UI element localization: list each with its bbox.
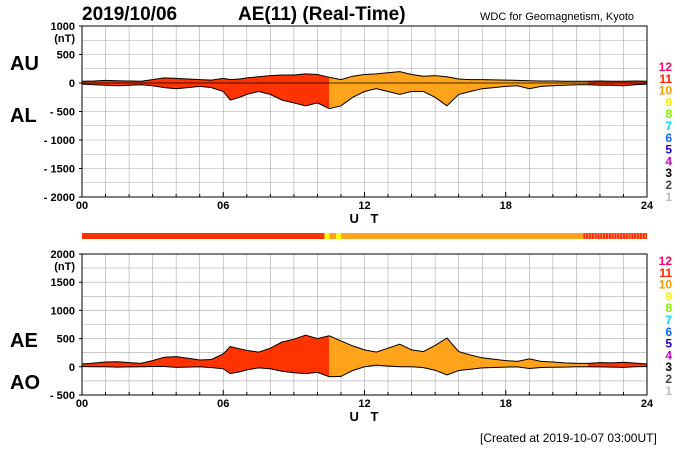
activity-level-10: 10 <box>659 278 673 292</box>
y-tick-label: 1000 <box>51 21 75 33</box>
y-tick-label: 0 <box>69 78 75 90</box>
label-ae: AE <box>10 330 38 352</box>
activity-level-4: 4 <box>665 348 672 362</box>
au-al-fill-segment <box>223 78 231 101</box>
activity-level-9: 9 <box>665 289 672 303</box>
x-axis-label: U T <box>350 211 383 226</box>
activity-level-4: 4 <box>665 154 672 168</box>
ae-ao-fill-segment <box>328 335 342 377</box>
activity-level-6: 6 <box>665 325 672 339</box>
activity-bar-segment <box>329 233 337 239</box>
ae-ao-fill-segment <box>423 344 436 371</box>
y-tick-label: - 500 <box>50 107 75 119</box>
y-unit-label: (nT) <box>54 33 75 45</box>
activity-level-11: 11 <box>659 266 672 280</box>
ae-ao-fill-segment <box>164 356 177 368</box>
plot-date: 2019/10/06 <box>82 4 178 25</box>
x-axis-label: U T <box>350 409 383 424</box>
activity-level-6: 6 <box>665 131 672 145</box>
label-ao: AO <box>10 372 40 394</box>
ae-ao-fill-segment <box>281 338 295 373</box>
activity-bar-segment <box>82 233 325 239</box>
x-tick-label: 12 <box>358 200 370 212</box>
ae-ao-fill-segment <box>199 359 212 368</box>
series-ae-line <box>81 334 648 365</box>
x-tick-label: 24 <box>641 200 654 212</box>
ae-ao-fill-segment <box>211 353 224 370</box>
ae-ao-fill-segment <box>364 349 377 368</box>
activity-level-12: 12 <box>659 254 673 268</box>
y-tick-label: 0 <box>69 362 75 374</box>
activity-bar-segment <box>583 233 647 239</box>
au-al-fill-segment <box>281 74 295 104</box>
activity-level-1: 1 <box>665 384 672 398</box>
x-tick-label: 06 <box>217 200 229 212</box>
ae-ao-fill-segment <box>576 363 589 368</box>
activity-level-1: 1 <box>665 190 672 204</box>
ae-ao-fill-segment <box>305 334 318 374</box>
au-al-fill-segment <box>175 78 189 89</box>
activity-level-2: 2 <box>665 178 672 192</box>
series-ao-line <box>81 364 648 378</box>
au-al-fill-segment <box>305 73 318 107</box>
series-al-line <box>81 83 648 110</box>
x-tick-label: 12 <box>358 398 370 410</box>
ae-ao-fill-segment <box>246 350 259 371</box>
activity-level-9: 9 <box>665 95 672 109</box>
au-al-fill-segment <box>230 78 240 101</box>
activity-level-5: 5 <box>665 143 672 157</box>
ae-ao-fill-segment <box>376 347 389 367</box>
ae-ao-fill-segment <box>230 346 240 374</box>
ae-ao-fill-segment <box>270 341 283 372</box>
activity-bar-segment <box>336 233 341 239</box>
x-tick-label: 00 <box>76 398 88 410</box>
ae-ao-fill-segment <box>317 335 330 378</box>
activity-bar-segment <box>340 233 584 239</box>
label-al: AL <box>10 105 37 127</box>
x-tick-label: 06 <box>217 398 229 410</box>
activity-level-12: 12 <box>659 60 673 74</box>
activity-level-2: 2 <box>665 372 672 386</box>
label-au: AU <box>10 53 39 75</box>
activity-level-7: 7 <box>665 119 672 133</box>
series-au-line <box>81 71 648 82</box>
x-tick-label: 18 <box>500 200 512 212</box>
plot-title: AE(11) (Real-Time) <box>238 4 406 25</box>
au-al-fill-segment <box>293 73 306 107</box>
activity-level-3: 3 <box>665 166 672 180</box>
activity-level-8: 8 <box>665 301 672 315</box>
ae-ao-fill-segment <box>411 349 424 368</box>
au-al-fill-segment <box>270 74 283 101</box>
y-tick-label: 1500 <box>51 277 75 289</box>
activity-level-8: 8 <box>665 107 672 121</box>
activity-level-7: 7 <box>665 313 672 327</box>
y-tick-label: 2000 <box>51 249 75 261</box>
created-timestamp: [Created at 2019-10-07 03:00UT] <box>480 431 657 445</box>
y-tick-label: 500 <box>57 334 75 346</box>
x-tick-label: 00 <box>76 200 88 212</box>
ae-ao-fill-segment <box>293 334 306 374</box>
x-tick-label: 18 <box>500 398 512 410</box>
y-tick-label: - 500 <box>50 390 75 402</box>
y-tick-label: - 2000 <box>44 192 75 204</box>
ae-ao-fill-segment <box>239 348 248 373</box>
ae-ao-fill-segment <box>446 337 459 376</box>
x-tick-label: 24 <box>641 398 654 410</box>
activity-bar-segment <box>324 233 330 239</box>
activity-level-3: 3 <box>665 360 672 374</box>
y-tick-label: - 1500 <box>44 164 75 176</box>
ae-ao-fill-segment <box>434 337 448 376</box>
activity-level-11: 11 <box>659 72 672 86</box>
y-tick-label: - 1000 <box>44 135 75 147</box>
au-al-fill-segment <box>446 76 459 107</box>
y-unit-label: (nT) <box>54 261 75 273</box>
organization-label: WDC for Geomagnetism, Kyoto <box>480 11 635 23</box>
y-tick-label: 1000 <box>51 305 75 317</box>
y-tick-label: 500 <box>57 50 75 62</box>
au-al-fill-segment <box>328 76 342 109</box>
activity-level-10: 10 <box>659 84 673 98</box>
activity-level-5: 5 <box>665 337 672 351</box>
